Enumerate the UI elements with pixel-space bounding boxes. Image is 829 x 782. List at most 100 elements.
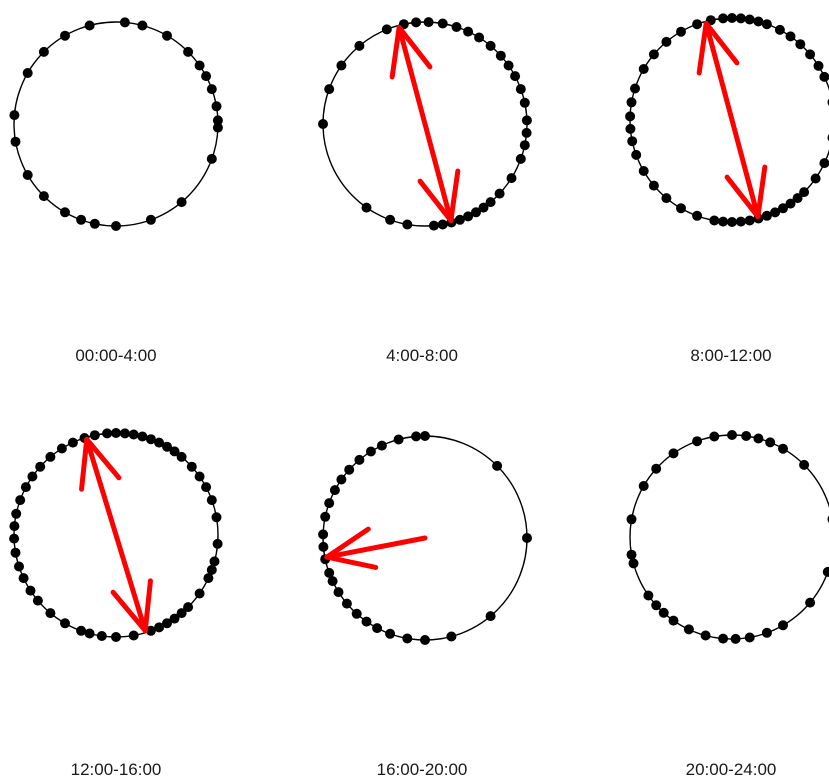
panel-1-point-13 [519,140,530,151]
panel-2-point-1 [735,13,746,24]
panel-3-point-23 [154,622,165,633]
panel-3-point-30 [60,618,70,629]
panel-2-point-14 [819,158,829,169]
panel-1-point-28 [318,119,328,129]
panel-1-point-7 [503,60,514,71]
panel-3-point-37 [9,533,20,544]
panel-1: 4:00-8:00 [318,17,532,365]
panel-0: 00:00-4:00 [9,17,223,365]
panel-0-point-7 [211,101,222,112]
panel-4-point-4 [365,446,376,457]
panel-3-point-10 [194,471,205,482]
panel-2-point-31 [648,180,659,191]
panel-2-mean-axis-b-head-0 [724,174,761,220]
panel-4-point-27 [492,460,503,471]
panel-2-point-5 [774,24,785,35]
panel-4-point-7 [336,474,347,485]
panel-0-point-24 [84,20,95,31]
panel-4-point-3 [376,440,387,451]
panel-1-mean-axis-a-head-0 [396,24,433,70]
panel-3-label: 12:00-16:00 [71,760,162,779]
panel-3-point-26 [111,632,121,642]
panel-5-point-27 [709,431,720,442]
panel-0-point-6 [206,84,217,95]
panel-1-point-12 [521,127,532,138]
panel-3-point-33 [25,585,36,596]
panel-4-point-1 [411,431,422,442]
panel-1-mean-axis [396,24,454,224]
panel-4-point-12 [318,541,329,552]
panel-1-point-11 [521,115,532,126]
panel-4-point-15 [327,576,338,587]
panel-2-point-4 [761,19,772,30]
panel-4-mean-vector [324,535,428,560]
panel-0-point-15 [76,214,87,225]
panel-2-point-15 [810,173,821,184]
panel-5-point-1 [741,431,752,441]
panel-2-point-8 [805,49,816,60]
panel-3-point-1 [119,428,130,439]
panel-3-point-41 [20,482,31,493]
panel-2-point-26 [718,216,729,227]
panel-3-mean-axis [84,436,148,634]
panel-2-point-21 [761,210,772,221]
panel-5-point-14 [700,630,711,641]
panel-2-point-36 [625,111,636,122]
panel-5-point-11 [744,632,755,643]
panel-1-point-20 [463,211,474,222]
panel-0-point-16 [60,207,70,218]
panel-3-point-2 [128,429,139,440]
panel-4-point-22 [402,633,413,644]
panel-3-point-4 [145,434,156,445]
panel-2-point-16 [799,187,810,198]
panel-3: 12:00-16:00 [9,428,223,779]
panel-2-point-38 [630,83,640,94]
panel-2-point-39 [638,64,649,74]
panel-3-point-19 [183,602,194,613]
panel-2-point-30 [661,193,672,204]
panel-0-point-0 [119,17,130,28]
panel-3-point-9 [186,461,197,472]
panel-1-point-0 [423,17,434,28]
panel-2-point-20 [770,207,781,218]
panel-5-point-26 [692,436,703,447]
panel-1-point-29 [324,84,335,95]
panel-3-point-5 [154,437,165,448]
panel-2-mean-axis-a-head-1 [696,20,709,76]
panel-3-mean-axis-b-head-1 [142,578,153,634]
panel-1-point-25 [402,219,413,230]
panel-0-point-9 [212,122,223,133]
panel-1-point-32 [381,24,392,35]
panel-0-point-13 [111,221,121,231]
panel-1-point-17 [485,197,496,208]
panel-5-point-17 [658,607,669,618]
panel-3-point-35 [14,561,24,572]
panel-1-point-5 [485,40,496,51]
panel-3-point-24 [145,625,156,636]
panel-5-point-16 [668,615,679,626]
panel-3-point-22 [162,618,172,629]
panel-5-point-5 [799,459,810,470]
panel-3-point-40 [15,495,26,506]
panel-5-point-18 [651,600,662,611]
panel-2-point-34 [627,136,638,147]
panel-2-point-37 [626,97,637,108]
panel-1-point-23 [437,219,448,230]
panel-1-point-14 [515,153,526,164]
panel-3-mean-axis-a-head-0 [84,436,122,481]
panel-1-point-21 [454,214,465,225]
panel-4-point-16 [333,587,344,598]
panel-2-point-27 [709,215,720,226]
panel-0-point-20 [9,110,20,121]
panel-5-point-10 [761,627,772,638]
panel-3-point-38 [9,521,20,532]
panel-4-point-0 [420,431,430,441]
panel-5: 20:00-24:00 [626,430,829,779]
panel-5-point-25 [668,448,679,459]
panel-3-point-48 [89,430,100,441]
panel-2-point-32 [638,166,649,176]
panel-1-mean-axis-a-head-1 [389,24,402,80]
panel-5-point-7 [822,566,829,577]
panel-3-point-43 [35,461,46,472]
